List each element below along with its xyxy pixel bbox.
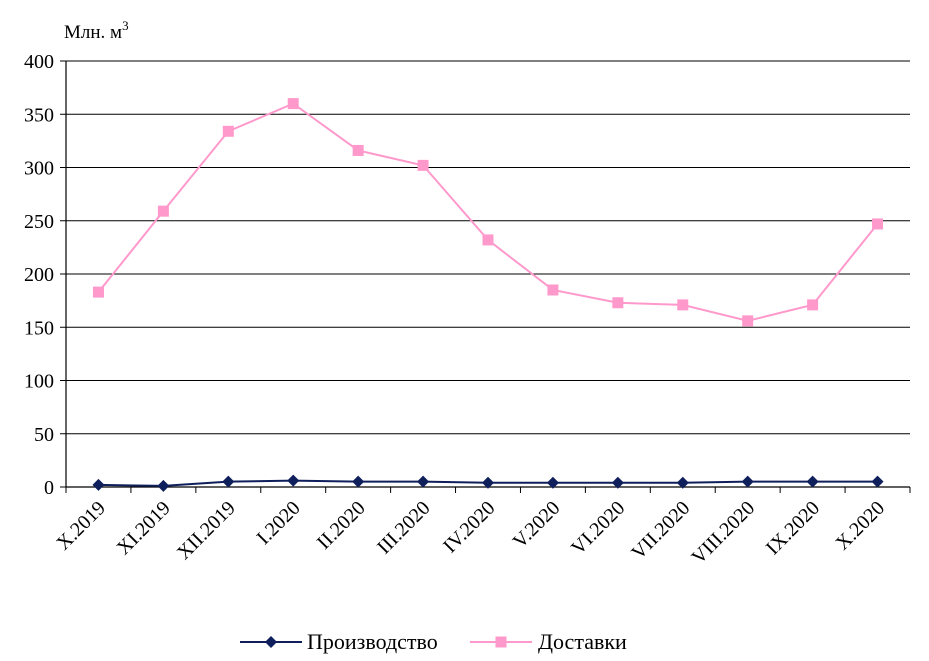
data-point <box>482 476 494 489</box>
data-point <box>157 205 169 217</box>
axes <box>60 60 911 493</box>
data-point <box>806 475 819 488</box>
data-point <box>92 478 105 491</box>
legend-label: Производство <box>307 629 438 654</box>
y-tick-label: 100 <box>24 371 54 393</box>
x-tick-label: VI.2020 <box>567 497 629 559</box>
x-tick-label: VIII.2020 <box>688 497 760 569</box>
legend-marker <box>265 636 277 648</box>
data-point <box>547 284 559 296</box>
x-tick-label: IX.2020 <box>762 497 824 559</box>
data-point <box>287 474 300 487</box>
data-point <box>677 299 689 311</box>
data-point <box>872 218 884 230</box>
series-line <box>97 102 879 322</box>
x-tick-label: X.2020 <box>831 497 889 555</box>
legend-marker <box>495 636 507 648</box>
data-point <box>92 286 104 298</box>
data-point <box>157 479 170 492</box>
x-tick-label: III.2020 <box>373 497 435 559</box>
data-point <box>871 475 884 488</box>
data-point <box>482 234 494 246</box>
x-tick-label: IV.2020 <box>439 497 499 557</box>
y-tick-label: 50 <box>34 424 54 446</box>
data-point <box>611 476 624 489</box>
data-point <box>612 297 624 309</box>
y-tick-label: 0 <box>44 477 54 499</box>
data-point <box>546 476 559 489</box>
y-tick-label: 200 <box>24 264 54 286</box>
y-tick-label: 150 <box>24 317 54 339</box>
legend: Производство Доставки <box>240 629 627 654</box>
data-point <box>417 159 429 171</box>
data-point <box>352 144 364 156</box>
series <box>92 98 884 492</box>
y-tick-label: 250 <box>24 211 54 233</box>
y-tick-labels: 0 50 100 150 200 250 300 350 400 <box>24 51 54 499</box>
data-point <box>352 475 365 488</box>
y-tick-label: 350 <box>24 104 54 126</box>
legend-label: Доставки <box>538 629 627 654</box>
data-point <box>222 125 234 137</box>
x-tick-label: I.2020 <box>253 497 305 549</box>
y-tick-label: 300 <box>24 158 54 180</box>
data-point <box>807 299 819 311</box>
data-point <box>741 475 754 488</box>
gridlines <box>66 60 910 435</box>
x-tick-label: X.2019 <box>52 497 110 555</box>
x-tick-label: VII.2020 <box>627 497 694 564</box>
y-tick-label: 400 <box>24 51 54 73</box>
x-tick-label: V.2020 <box>509 497 565 553</box>
y-axis-unit-superscript: 3 <box>122 18 129 33</box>
y-axis-unit-label: Млн. м3 <box>64 18 129 43</box>
x-tick-label: XI.2019 <box>113 497 175 559</box>
data-point <box>287 98 299 110</box>
data-point <box>742 315 754 327</box>
data-point <box>417 475 430 488</box>
data-point <box>222 475 235 488</box>
data-point <box>676 476 689 489</box>
x-tick-label: II.2020 <box>313 497 370 554</box>
x-tick-label: XII.2019 <box>173 497 240 564</box>
